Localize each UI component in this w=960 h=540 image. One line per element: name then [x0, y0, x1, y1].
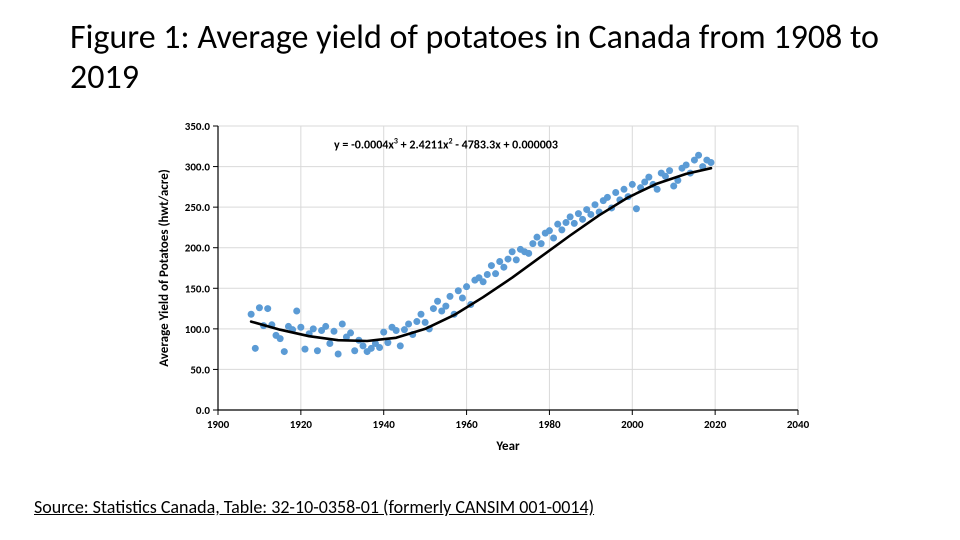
svg-text:1980: 1980 [538, 418, 561, 431]
svg-text:100.0: 100.0 [185, 323, 211, 336]
svg-text:1920: 1920 [290, 418, 313, 431]
svg-text:2020: 2020 [704, 418, 727, 431]
svg-text:250.0: 250.0 [185, 201, 211, 214]
slide-root: Figure 1: Average yield of potatoes in C… [0, 0, 960, 540]
svg-text:50.0: 50.0 [190, 363, 210, 376]
svg-text:0.0: 0.0 [196, 404, 211, 417]
svg-text:y = -0.0004x3 + 2.4211x2 - 478: y = -0.0004x3 + 2.4211x2 - 4783.3x + 0.0… [334, 137, 558, 153]
source-caption: Source: Statistics Canada, Table: 32-10-… [34, 496, 594, 518]
svg-text:2000: 2000 [621, 418, 644, 431]
svg-text:200.0: 200.0 [185, 242, 211, 255]
figure-title: Figure 1: Average yield of potatoes in C… [70, 18, 900, 98]
svg-text:150.0: 150.0 [185, 282, 211, 295]
svg-text:1960: 1960 [455, 418, 478, 431]
svg-text:2040: 2040 [787, 418, 810, 431]
svg-text:300.0: 300.0 [185, 161, 211, 174]
svg-text:1940: 1940 [373, 418, 396, 431]
scatter-chart: 0.0 50.0 100.0 150.0 200.0 250.0 300.0 350.0 190… [150, 116, 810, 456]
svg-text:350.0: 350.0 [185, 120, 211, 133]
svg-text:1900: 1900 [207, 418, 230, 431]
svg-text:Year: Year [495, 439, 520, 454]
chart-svg: 0.0 50.0 100.0 150.0 200.0 250.0 300.0 350.0 190… [150, 116, 810, 456]
svg-text:Average Yield of Potatoes (hwt: Average Yield of Potatoes (hwt/acre) [157, 169, 172, 367]
